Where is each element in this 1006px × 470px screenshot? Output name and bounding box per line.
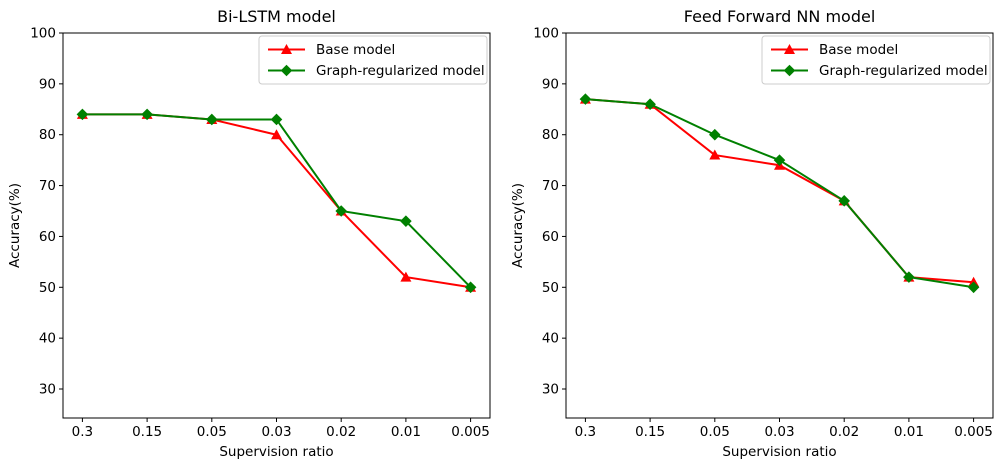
- x-tick-label: 0.005: [954, 424, 993, 440]
- legend-box: [761, 35, 991, 85]
- legend-label: Base model: [316, 42, 395, 58]
- y-tick-label: 90: [542, 76, 559, 92]
- y-tick-label: 30: [542, 382, 559, 398]
- marker-base-model-0.03: [271, 129, 282, 140]
- marker-graph-regularized-model-0.005: [967, 281, 980, 294]
- legend-label: Graph-regularized model: [316, 63, 485, 79]
- x-tick-label: 0.02: [829, 424, 859, 440]
- marker-graph-regularized-model-0.01: [903, 271, 915, 283]
- marker-graph-regularized-model-0.03: [270, 113, 283, 126]
- y-tick-label: 70: [39, 178, 56, 194]
- marker-graph-regularized-model-0.05: [206, 113, 218, 126]
- marker-graph-regularized-model-0.02: [335, 205, 347, 217]
- chart-title: Feed Forward NN model: [684, 7, 876, 26]
- x-tick-label: 0.03: [764, 424, 794, 440]
- x-tick-label: 0.05: [197, 424, 227, 440]
- x-tick-label: 0.03: [261, 424, 291, 440]
- x-tick-label: 0.01: [894, 424, 924, 440]
- marker-base-model-0.05: [709, 149, 721, 160]
- y-tick-label: 80: [39, 127, 56, 143]
- x-axis-label: Supervision ratio: [219, 444, 333, 460]
- y-tick-label: 80: [542, 127, 559, 143]
- y-tick-label: 60: [542, 229, 559, 245]
- marker-graph-regularized-model-0.3: [579, 93, 592, 105]
- marker-graph-regularized-model-0.15: [644, 98, 656, 111]
- x-tick-label: 0.02: [326, 424, 356, 440]
- y-tick-label: 70: [542, 178, 559, 194]
- x-tick-label: 0.05: [700, 424, 730, 440]
- marker-graph-regularized-model-0.005: [464, 281, 477, 294]
- y-tick-label: 40: [542, 331, 559, 347]
- x-tick-label: 0.15: [132, 424, 162, 440]
- chart-feed-forward-nn-model: Feed Forward NN model 30 40 50 60 70 80 90 100 0.…: [503, 0, 1006, 470]
- y-tick-label: 100: [30, 26, 56, 42]
- y-tick-label: 100: [533, 26, 559, 42]
- legend-label: Base model: [819, 42, 898, 58]
- legend: Base model Graph-regularized model: [761, 35, 991, 85]
- y-tick-label: 50: [39, 280, 56, 296]
- x-tick-label: 0.15: [635, 424, 665, 440]
- chart-title: Bi-LSTM model: [217, 7, 336, 26]
- y-tick-label: 30: [39, 382, 56, 398]
- x-tick-label: 0.005: [451, 424, 490, 440]
- marker-graph-regularized-model-0.05: [709, 128, 721, 141]
- chart-bilstm-model: Bi-LSTM model 30 40 50 60 70 80 90 100 0.3 0.15 0.0…: [7, 7, 491, 460]
- legend-box: [258, 35, 488, 85]
- plot-frame: [62, 32, 491, 419]
- y-tick-label: 60: [39, 229, 56, 245]
- marker-graph-regularized-model-0.15: [141, 108, 153, 121]
- marker-graph-regularized-model-0.02: [838, 195, 850, 207]
- legend-marker-graph-regularized-model: [280, 64, 293, 77]
- y-axis-label: Accuracy(%): [7, 183, 23, 268]
- x-tick-label: 0.3: [72, 424, 93, 440]
- legend: Base model Graph-regularized model: [258, 35, 488, 85]
- x-tick-label: 0.3: [575, 424, 596, 440]
- y-tick-label: 90: [39, 76, 56, 92]
- x-axis-label: Supervision ratio: [722, 444, 836, 460]
- legend-marker-base-model: [281, 44, 292, 54]
- y-tick-label: 40: [39, 331, 56, 347]
- y-tick-label: 50: [542, 280, 559, 296]
- marker-base-model-0.01: [400, 271, 412, 282]
- x-tick-label: 0.01: [391, 424, 421, 440]
- marker-graph-regularized-model-0.01: [400, 215, 412, 227]
- y-axis-label: Accuracy(%): [510, 183, 526, 268]
- plot-frame: [565, 32, 994, 419]
- legend-marker-base-model: [784, 44, 795, 54]
- marker-graph-regularized-model-0.3: [76, 108, 89, 121]
- legend-label: Graph-regularized model: [819, 63, 988, 79]
